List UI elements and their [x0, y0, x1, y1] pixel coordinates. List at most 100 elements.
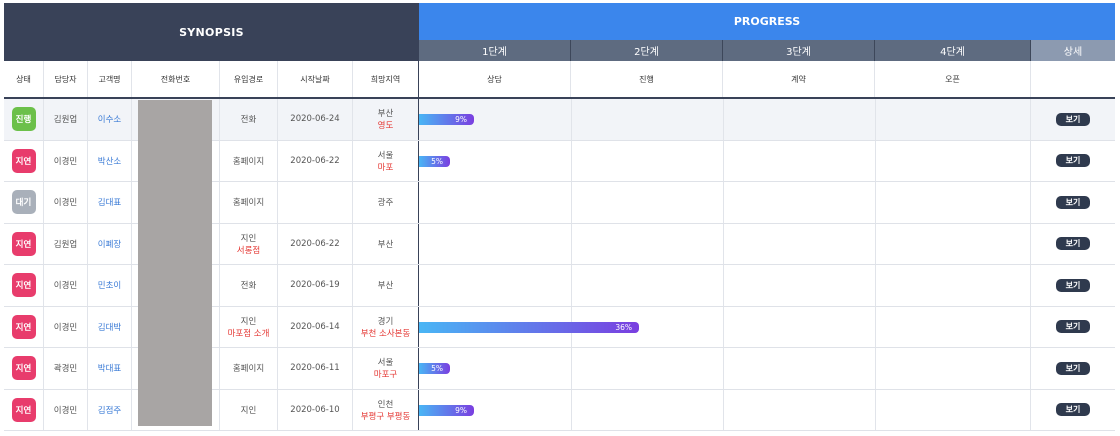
channel-sub-label: 서롱점 [236, 245, 261, 256]
stage-divider [571, 389, 572, 430]
stage-divider [723, 306, 724, 347]
status-badge: 지연 [11, 356, 36, 381]
channel-label: 지인 [240, 405, 257, 416]
phone-cell [132, 389, 220, 430]
view-button[interactable]: 보기 [1056, 403, 1090, 417]
region-cell: 서울 마포 [353, 140, 419, 181]
detail-cell: 보기 [1031, 307, 1115, 348]
stage-1-header: 1단계 [419, 40, 571, 61]
stage-divider [571, 223, 572, 264]
status-cell: 지연 [4, 265, 44, 306]
region-label: 부산 [377, 239, 394, 250]
stage-2-header: 2단계 [571, 40, 723, 61]
customer-name-link[interactable]: 박산소 [88, 140, 132, 181]
status-cell: 지연 [4, 389, 44, 430]
status-cell: 지연 [4, 140, 44, 181]
region-label: 인천 [377, 399, 394, 410]
phone-cell [132, 348, 220, 389]
customer-name-link[interactable]: 박대표 [88, 348, 132, 389]
region-label: 서울 [377, 358, 394, 369]
progress-area: 5% [419, 348, 1031, 389]
region-cell: 부산 [353, 223, 419, 264]
region-label: 부산 [377, 109, 394, 120]
col-stage-contract: 계약 [723, 61, 875, 97]
region-cell: 경기 부천 소사본동 [353, 306, 419, 347]
channel-cell: 홈페이지 [220, 182, 278, 223]
stage-divider [723, 182, 724, 223]
view-button[interactable]: 보기 [1056, 195, 1090, 209]
customer-name-link[interactable]: 이수소 [88, 99, 132, 140]
customer-name-link[interactable]: 이폐장 [88, 223, 132, 264]
region-label: 경기 [377, 316, 394, 327]
stage-divider [875, 306, 876, 347]
status-badge: 대기 [11, 190, 36, 215]
customer-name-link[interactable]: 민초이 [88, 265, 132, 306]
view-button[interactable]: 보기 [1056, 112, 1090, 126]
stage-header-row: 1단계 2단계 3단계 4단계 상세 [419, 40, 1115, 61]
detail-header: 상세 [1031, 40, 1115, 61]
phone-cell [132, 99, 220, 140]
synopsis-label: SYNOPSIS [179, 25, 244, 39]
detail-cell: 보기 [1031, 390, 1115, 431]
view-button[interactable]: 보기 [1056, 361, 1090, 375]
phone-redaction [138, 100, 212, 426]
col-customer: 고객명 [88, 61, 132, 97]
progress-label: PROGRESS [733, 15, 801, 28]
start-date-cell: 2020-06-22 [278, 140, 353, 181]
progress-bar: 36% [419, 321, 639, 333]
stage-divider [723, 223, 724, 264]
start-date-cell: 2020-06-19 [278, 265, 353, 306]
view-button[interactable]: 보기 [1056, 154, 1090, 168]
customer-name-link[interactable]: 김대표 [88, 182, 132, 223]
channel-label: 홈페이지 [232, 364, 265, 375]
detail-cell: 보기 [1031, 224, 1115, 265]
progress-area [419, 223, 1031, 264]
status-badge: 지연 [11, 273, 36, 298]
manager-cell: 김원업 [44, 223, 88, 264]
status-badge: 지연 [11, 231, 36, 256]
stage-divider [571, 348, 572, 389]
col-stage-progress: 진행 [571, 61, 723, 97]
region-cell: 광주 [353, 182, 419, 223]
phone-cell [132, 182, 220, 223]
col-stage-consult: 상담 [419, 61, 571, 97]
start-date-cell: 2020-06-11 [278, 348, 353, 389]
status-badge: 진행 [11, 107, 36, 132]
col-start-date: 시작날짜 [278, 61, 353, 97]
channel-cell: 지인 [220, 389, 278, 430]
view-button[interactable]: 보기 [1056, 278, 1090, 292]
progress-area: 36% [419, 306, 1031, 347]
start-date-cell: 2020-06-14 [278, 306, 353, 347]
stage-divider [875, 265, 876, 306]
manager-cell: 이경민 [44, 389, 88, 430]
view-button[interactable]: 보기 [1056, 320, 1090, 334]
stage-divider [875, 348, 876, 389]
manager-cell: 이경민 [44, 140, 88, 181]
region-sub-label: 영도 [377, 121, 394, 132]
stage-divider [571, 182, 572, 223]
customer-name-link[interactable]: 김점주 [88, 389, 132, 430]
phone-cell [132, 140, 220, 181]
manager-cell: 이경민 [44, 306, 88, 347]
progress-area [419, 182, 1031, 223]
region-label: 부산 [377, 281, 394, 292]
customer-name-link[interactable]: 김대박 [88, 306, 132, 347]
channel-cell: 지인 서롱점 [220, 223, 278, 264]
region-label: 서울 [377, 150, 394, 161]
stage-divider [875, 182, 876, 223]
stage-divider [571, 265, 572, 306]
col-status: 상태 [4, 61, 44, 97]
progress-header: PROGRESS [419, 3, 1115, 40]
col-channel: 유입경로 [220, 61, 278, 97]
region-cell: 서울 마포구 [353, 348, 419, 389]
view-button[interactable]: 보기 [1056, 237, 1090, 251]
channel-label: 지인 [240, 233, 257, 244]
status-badge: 지연 [11, 314, 36, 339]
col-stage-open: 오픈 [875, 61, 1031, 97]
manager-cell: 이경민 [44, 182, 88, 223]
start-date-cell [278, 182, 353, 223]
stage-divider [723, 265, 724, 306]
channel-label: 전화 [240, 115, 257, 126]
detail-cell: 보기 [1031, 141, 1115, 182]
channel-label: 전화 [240, 281, 257, 292]
